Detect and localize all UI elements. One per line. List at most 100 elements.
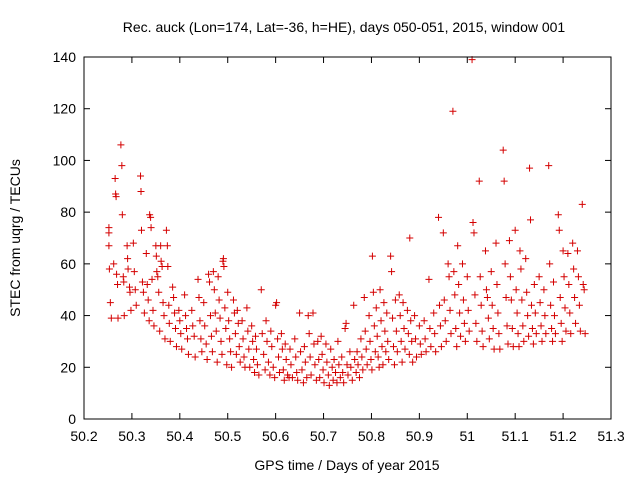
data-point [200, 299, 208, 307]
data-point [227, 348, 235, 356]
data-point [550, 278, 558, 286]
data-point [506, 273, 514, 281]
data-point [163, 242, 171, 250]
data-point [455, 281, 463, 289]
data-point [453, 343, 461, 351]
data-point [355, 374, 363, 382]
data-point [140, 309, 148, 317]
data-point [378, 343, 386, 351]
data-point [581, 330, 589, 338]
data-point [479, 343, 487, 351]
data-point [225, 317, 233, 325]
data-point [550, 312, 558, 320]
data-point [450, 268, 458, 276]
data-point [279, 366, 287, 374]
data-point [166, 337, 174, 345]
data-point [520, 337, 528, 345]
data-point [545, 162, 553, 170]
data-point [351, 356, 359, 364]
data-point [215, 296, 223, 304]
data-point [518, 296, 526, 304]
data-point [260, 350, 268, 358]
data-point [120, 278, 128, 286]
data-point [507, 296, 515, 304]
data-point [288, 374, 296, 382]
data-point [105, 229, 113, 237]
data-point [540, 286, 548, 294]
data-point [559, 247, 567, 255]
data-point [528, 325, 536, 332]
data-point [157, 257, 165, 265]
data-point [206, 278, 214, 286]
data-point [475, 177, 483, 185]
data-point [500, 177, 508, 185]
data-point [298, 366, 306, 374]
data-point [144, 296, 152, 304]
data-point [514, 330, 522, 338]
data-point [473, 337, 481, 345]
data-point [280, 376, 288, 384]
data-point [233, 306, 241, 314]
data-point [481, 247, 489, 255]
data-point [375, 363, 383, 371]
data-point [232, 350, 240, 358]
data-point [551, 330, 559, 338]
data-point [340, 379, 348, 387]
data-point [489, 325, 497, 332]
data-point [178, 345, 186, 353]
data-point [556, 293, 564, 301]
data-point [131, 286, 139, 294]
data-point [368, 366, 376, 374]
data-point [359, 366, 367, 374]
data-point [573, 247, 581, 255]
data-point [524, 312, 532, 320]
data-point [305, 330, 313, 338]
data-point [478, 327, 486, 335]
data-point [274, 335, 282, 343]
data-point [449, 107, 457, 115]
data-point [529, 340, 537, 348]
data-point [234, 319, 242, 327]
data-point [229, 296, 237, 304]
x-tick-label: 50.7 [310, 428, 337, 444]
data-point [147, 224, 155, 232]
x-tick-label: 50.5 [214, 428, 241, 444]
data-point [445, 273, 453, 281]
data-point [407, 317, 415, 325]
data-point [457, 332, 465, 340]
data-point [188, 306, 196, 314]
data-point [211, 309, 219, 317]
x-tick-label: 50.6 [262, 428, 289, 444]
data-point [161, 335, 169, 343]
data-point [246, 363, 254, 371]
data-point [303, 374, 311, 382]
data-point [299, 379, 307, 387]
data-point [314, 337, 322, 345]
data-point [471, 291, 479, 299]
data-point [335, 361, 343, 369]
data-point [380, 299, 388, 307]
data-point [382, 348, 390, 356]
data-point [493, 281, 501, 289]
data-point [405, 350, 413, 358]
data-point [578, 200, 586, 208]
data-point [569, 239, 577, 247]
data-point [138, 278, 146, 286]
data-point [415, 322, 423, 330]
data-point [562, 327, 570, 335]
data-point [512, 286, 520, 294]
data-point [137, 172, 145, 180]
data-point [412, 353, 420, 361]
data-point [332, 368, 340, 376]
data-point [249, 337, 257, 345]
data-point [389, 314, 397, 322]
data-point [373, 332, 381, 340]
data-point [412, 335, 420, 343]
data-point [511, 226, 519, 234]
data-point [422, 348, 430, 356]
data-point [446, 306, 454, 314]
data-point [286, 345, 294, 353]
data-point [495, 330, 503, 338]
data-point [558, 337, 566, 345]
data-point [124, 265, 132, 273]
